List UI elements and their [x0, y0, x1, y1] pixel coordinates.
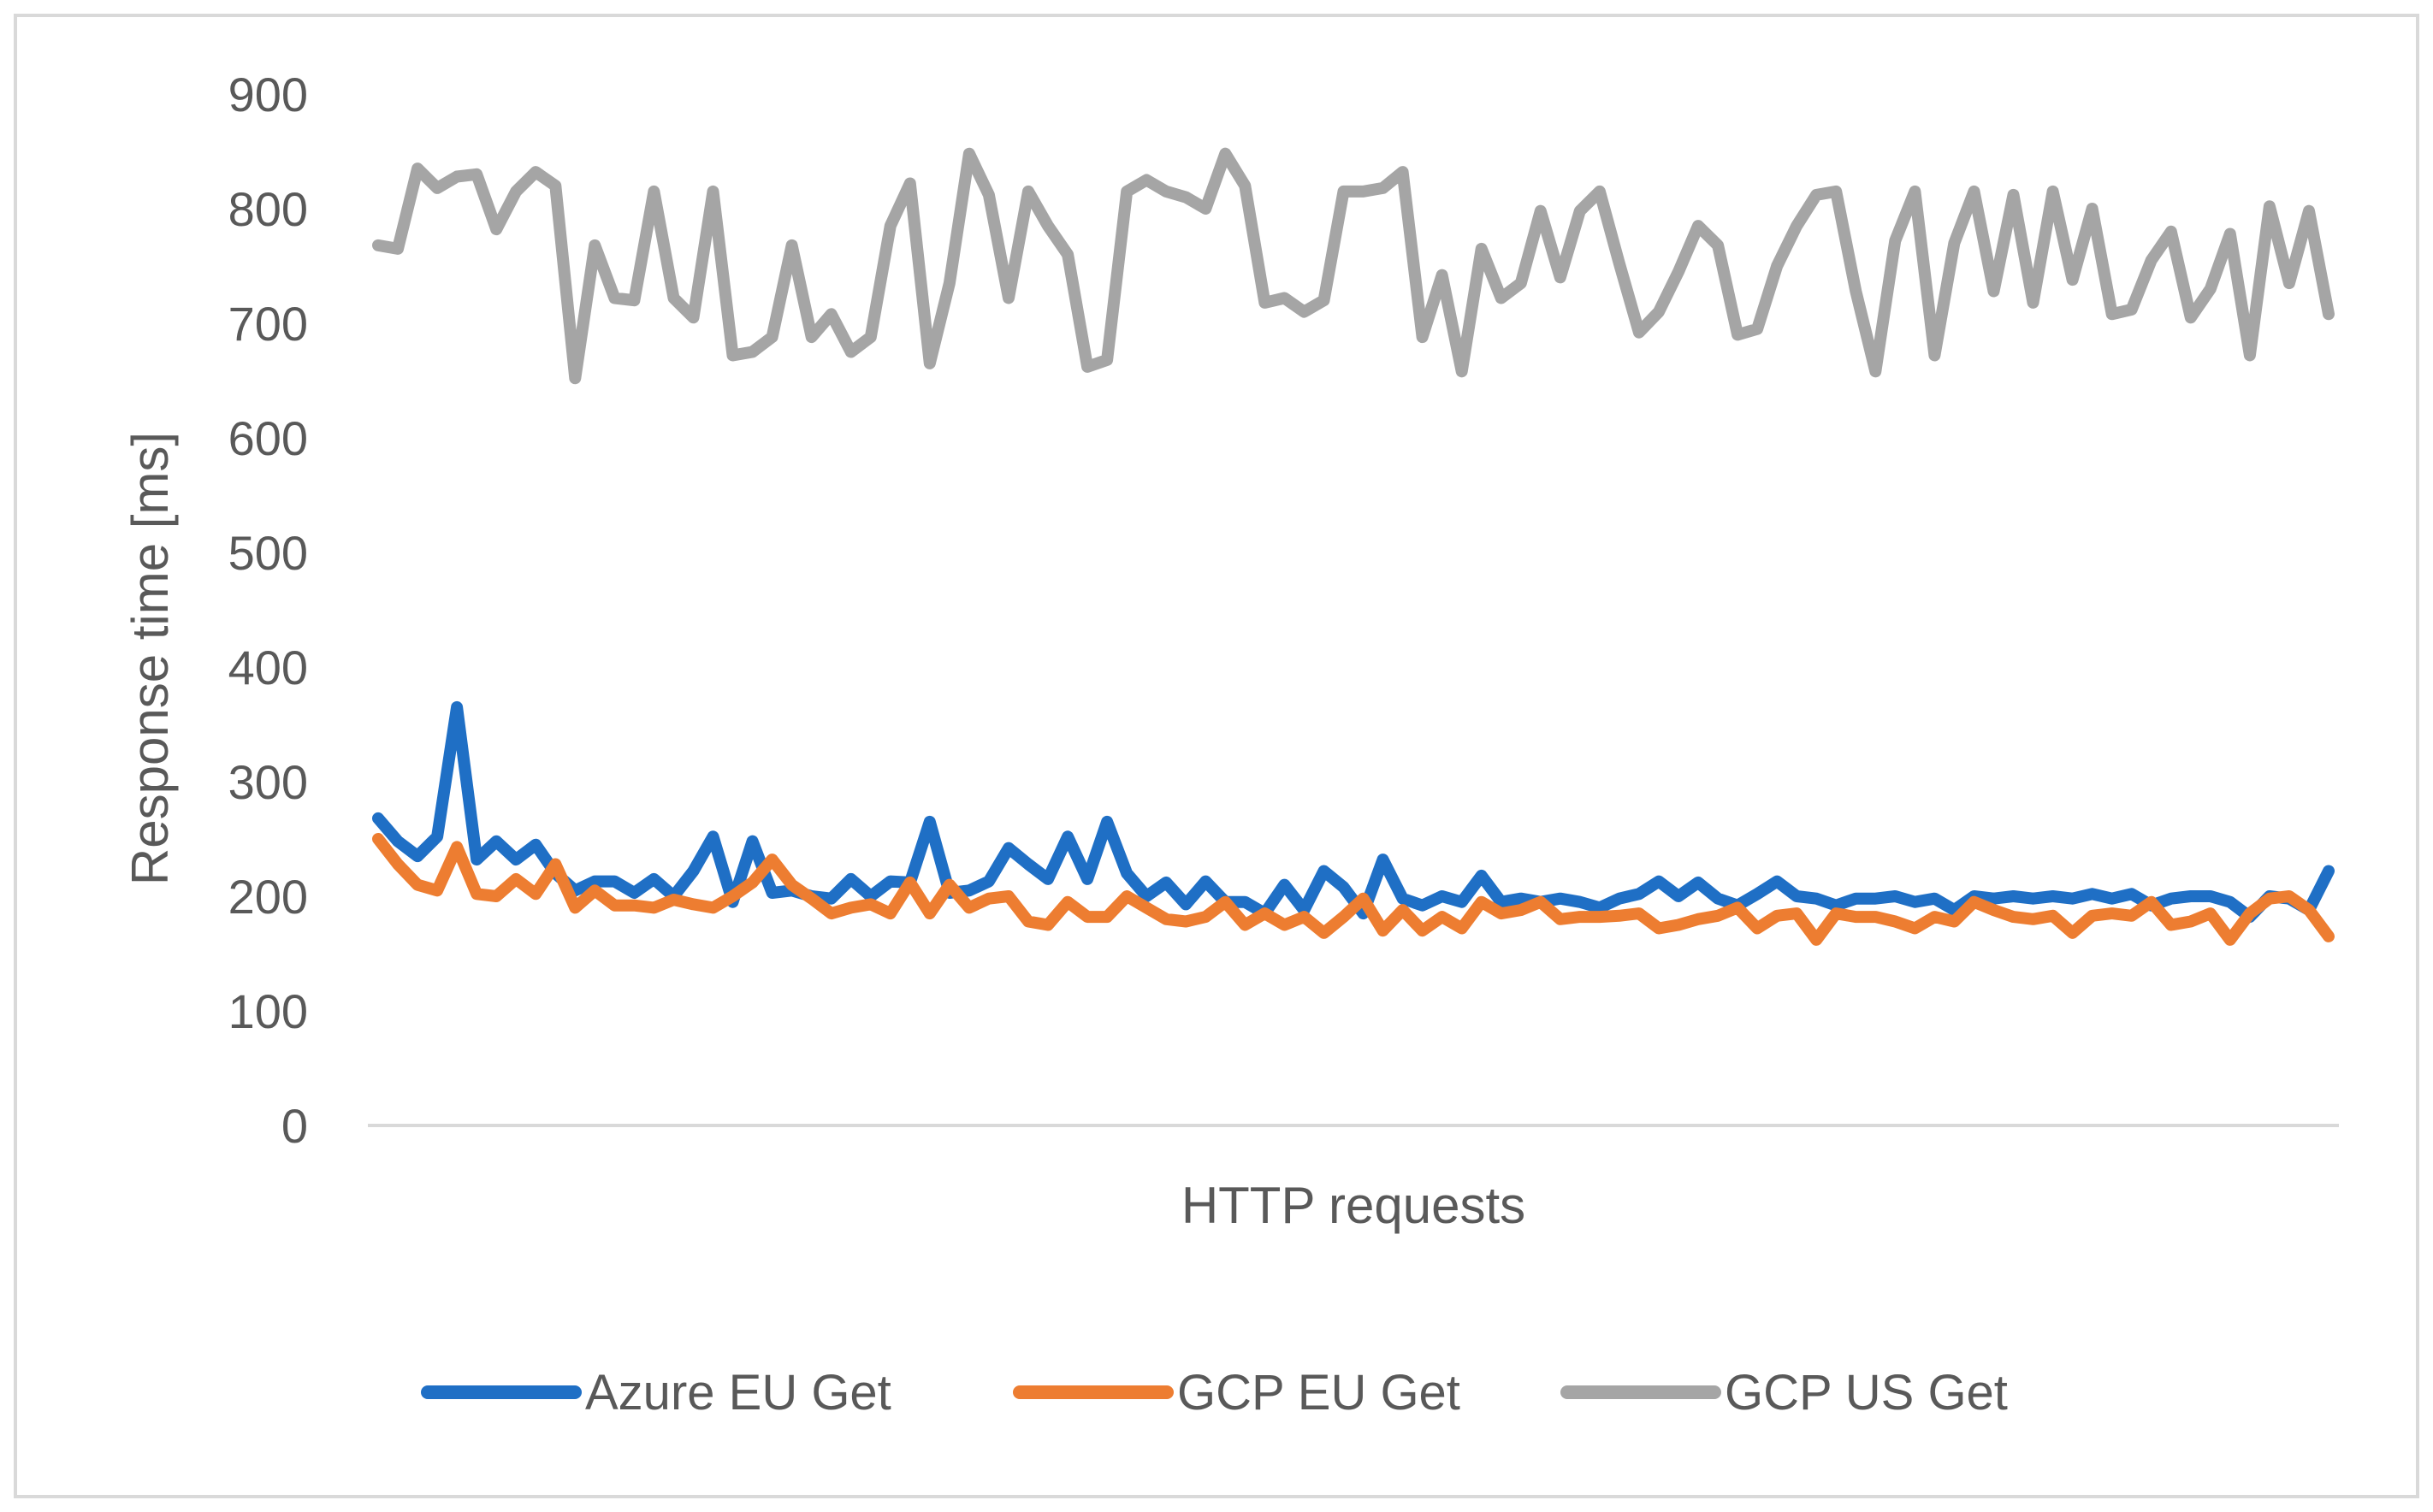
y-tick-label: 300: [228, 755, 308, 809]
x-axis-title: HTTP requests: [1181, 1177, 1525, 1234]
legend-label: GCP EU Get: [1177, 1365, 1460, 1420]
series-lines: [372, 147, 2335, 946]
y-axis-ticks: 0 100 200 300 400 500 600 700 800 900: [228, 68, 308, 1153]
series-line-gcp-eu-get: [372, 833, 2335, 946]
y-tick-label: 200: [228, 870, 308, 924]
y-tick-label: 0: [281, 1099, 308, 1153]
y-axis-title: Response time [ms]: [121, 432, 179, 885]
series-line-gcp-us-get: [372, 147, 2335, 385]
chart-border: [14, 14, 2419, 1498]
y-tick-label: 500: [228, 526, 308, 580]
legend: Azure EU Get GCP EU Get GCP US Get: [421, 1365, 2008, 1420]
y-tick-label: 600: [228, 411, 308, 465]
y-tick-label: 100: [228, 984, 308, 1038]
y-tick-label: 900: [228, 68, 308, 121]
y-tick-label: 800: [228, 182, 308, 236]
legend-label: Azure EU Get: [585, 1365, 891, 1420]
y-tick-label: 400: [228, 641, 308, 694]
y-tick-label: 700: [228, 297, 308, 351]
legend-label: GCP US Get: [1725, 1365, 2008, 1420]
